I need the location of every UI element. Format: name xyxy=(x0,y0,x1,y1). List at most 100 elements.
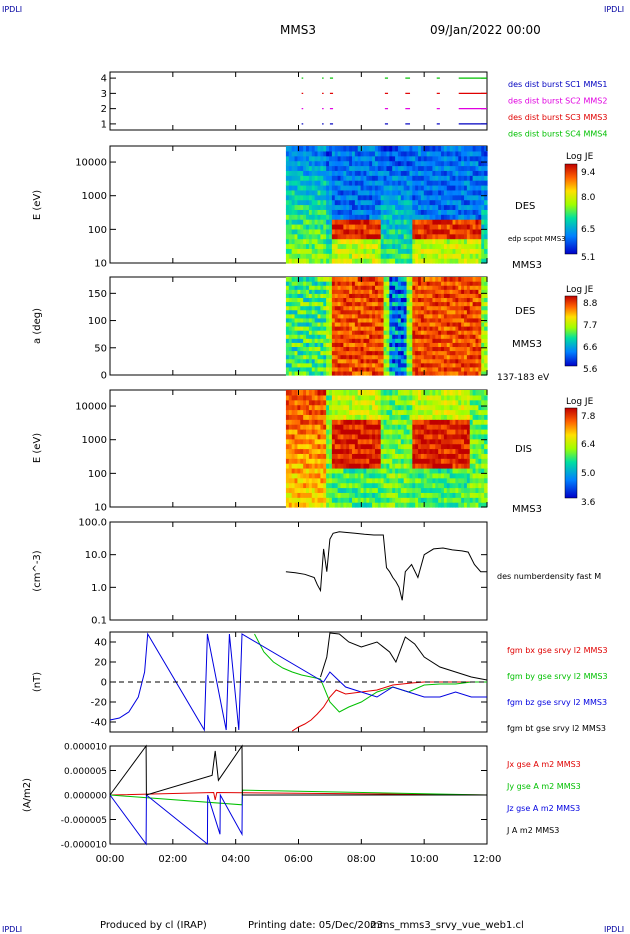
spectrogram-cell xyxy=(423,214,428,220)
spectrogram-cell xyxy=(288,334,293,339)
spectrogram-cell xyxy=(326,219,330,225)
spectrogram-cell xyxy=(340,394,344,401)
spectrogram-cell xyxy=(346,150,350,157)
spectrogram-cell xyxy=(366,448,370,454)
spectrogram-cell xyxy=(331,248,336,254)
spectrogram-cell xyxy=(291,228,296,235)
spectrogram-cell xyxy=(351,338,356,343)
spectrogram-cell xyxy=(285,438,290,445)
spectrogram-cell xyxy=(377,472,382,479)
spectrogram-cell xyxy=(443,429,448,435)
spectrogram-cell xyxy=(386,350,390,356)
spectrogram-cell xyxy=(446,317,451,323)
spectrogram-cell xyxy=(455,321,459,327)
spectrogram-cell xyxy=(432,233,436,240)
spectrogram-cell xyxy=(363,317,367,323)
spectrogram-cell xyxy=(363,243,367,249)
spectrogram-cell xyxy=(441,399,445,406)
spectrogram-cell xyxy=(389,424,393,430)
spectrogram-cell xyxy=(314,338,319,343)
spectrogram-cell xyxy=(288,293,293,299)
spectrogram-cell xyxy=(294,390,299,396)
panel-burst-frame xyxy=(109,71,488,131)
spectrogram-cell xyxy=(443,409,448,415)
spectrogram-cell xyxy=(369,458,373,464)
spectrogram-cell xyxy=(418,204,422,210)
spectrogram-cell xyxy=(374,350,379,356)
spectrogram-cell xyxy=(461,305,465,311)
spectrogram-cell xyxy=(300,309,304,315)
spectrogram-cell xyxy=(441,370,445,376)
spectrogram-cell xyxy=(429,209,434,215)
spectrogram-cell xyxy=(326,399,330,406)
spectrogram-cell xyxy=(363,248,367,254)
spectrogram-cell xyxy=(446,497,451,503)
spectrogram-cell xyxy=(392,238,396,245)
spectrogram-cell xyxy=(357,358,362,364)
spectrogram-cell xyxy=(306,155,310,162)
spectrogram-cell xyxy=(409,502,413,508)
spectrogram-cell xyxy=(458,155,462,162)
spectrogram-cell xyxy=(294,354,299,360)
spectrogram-cell xyxy=(412,354,416,360)
spectrogram-cell xyxy=(432,419,436,425)
spectrogram-cell xyxy=(288,170,293,176)
spectrogram-cell xyxy=(466,346,471,352)
spectrogram-cell xyxy=(452,317,457,323)
spectrogram-cell xyxy=(346,497,350,503)
spectrogram-cell xyxy=(351,429,356,435)
spectrogram-cell xyxy=(397,370,402,376)
spectrogram-cell xyxy=(331,433,336,440)
spectrogram-cell xyxy=(478,277,482,282)
spectrogram-cell xyxy=(418,358,422,364)
spectrogram-cell xyxy=(311,289,316,294)
spectrogram-cell xyxy=(291,404,296,411)
spectrogram-cell xyxy=(466,394,471,401)
spectrogram-cell xyxy=(363,277,367,282)
spectrogram-cell xyxy=(412,350,416,356)
spectrogram-cell xyxy=(455,358,459,364)
spectrogram-cell xyxy=(455,458,459,464)
spectrogram-cell xyxy=(446,305,451,311)
spectrogram-cell xyxy=(449,297,454,303)
spectrogram-cell xyxy=(386,497,390,503)
spectrogram-cell xyxy=(397,248,402,254)
spectrogram-cell xyxy=(432,285,436,290)
spectrogram-cell xyxy=(418,354,422,360)
spectrogram-cell xyxy=(314,289,319,294)
spectrogram-cell xyxy=(426,399,431,406)
spectrogram-cell xyxy=(288,358,293,364)
spectrogram-cell xyxy=(326,313,330,319)
spectrogram-cell xyxy=(311,477,316,484)
spectrogram-cell xyxy=(320,487,324,493)
spectrogram-cell xyxy=(323,253,327,259)
spectrogram-cell xyxy=(472,438,477,445)
spectrogram-cell xyxy=(446,346,451,352)
spectrogram-cell xyxy=(429,253,434,259)
spectrogram-cell xyxy=(403,293,408,299)
spectrogram-cell xyxy=(441,482,445,489)
spectrogram-cell xyxy=(464,185,468,191)
spectrogram-cell xyxy=(308,362,313,368)
spectrogram-cell xyxy=(469,313,474,319)
spectrogram-cell xyxy=(366,334,370,339)
spectrogram-cell xyxy=(435,321,439,327)
spectrogram-cell xyxy=(446,350,451,356)
spectrogram-cell xyxy=(397,277,402,282)
spectrogram-cell xyxy=(478,175,482,181)
spectrogram-cell xyxy=(306,358,310,364)
spectrogram-cell xyxy=(446,165,451,171)
spectrogram-cell xyxy=(484,150,488,157)
spectrogram-cell xyxy=(409,313,413,319)
spectrogram-cell xyxy=(397,468,402,474)
spectrogram-cell xyxy=(288,214,293,220)
spectrogram-cell xyxy=(349,321,353,327)
spectrogram-cell xyxy=(435,317,439,323)
spectrogram-cell xyxy=(469,358,474,364)
spectrogram-cell xyxy=(418,334,422,339)
spectrogram-cell xyxy=(334,233,339,240)
spectrogram-cell xyxy=(363,204,367,210)
spectrogram-cell xyxy=(349,150,353,157)
spectrogram-cell xyxy=(288,297,293,303)
spectrogram-cell xyxy=(288,438,293,445)
